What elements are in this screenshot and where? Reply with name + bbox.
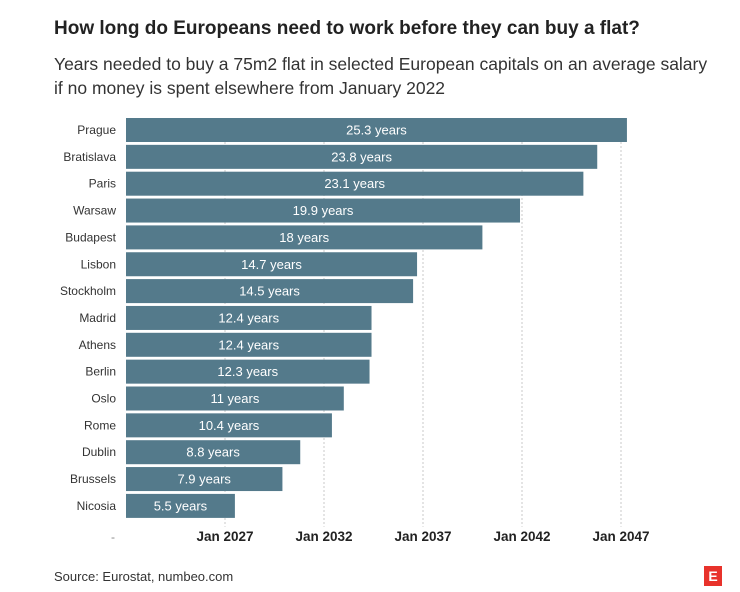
publisher-logo: E [704, 566, 722, 586]
data-label: 14.7 years [241, 257, 302, 272]
data-label: 23.8 years [331, 149, 392, 164]
data-label: 12.3 years [217, 364, 278, 379]
data-label: 12.4 years [218, 310, 279, 325]
category-label: Warsaw [73, 204, 116, 218]
source-note: Source: Eurostat, numbeo.com [54, 569, 234, 584]
category-label: Bratislava [63, 150, 116, 164]
data-label: 8.8 years [186, 445, 240, 460]
bar [126, 279, 414, 304]
data-label: 23.1 years [324, 176, 385, 191]
bar [126, 198, 521, 223]
category-label: Budapest [65, 230, 116, 244]
chart-subtitle: Years needed to buy a 75m2 flat in selec… [54, 54, 708, 98]
axis-placeholder-label: - [111, 530, 115, 544]
category-label: Athens [79, 338, 116, 352]
bar [126, 252, 418, 277]
category-label: Stockholm [60, 284, 116, 298]
data-label: 11 years [210, 391, 259, 406]
category-label: Lisbon [81, 257, 116, 271]
category-label: Berlin [85, 365, 116, 379]
category-label: Madrid [79, 311, 116, 325]
category-label: Prague [77, 123, 116, 137]
bar [126, 171, 584, 196]
bar [126, 386, 344, 411]
data-label: 18 years [279, 230, 329, 245]
category-label: Rome [84, 418, 116, 432]
x-tick-label: Jan 2037 [394, 529, 451, 544]
bar [126, 413, 332, 438]
category-label: Paris [89, 177, 116, 191]
category-label: Dublin [82, 445, 116, 459]
bar [126, 118, 627, 142]
data-label: 10.4 years [199, 418, 260, 433]
bar [126, 467, 283, 492]
bar [126, 359, 370, 384]
category-label: Nicosia [77, 499, 117, 513]
x-tick-label: Jan 2027 [196, 529, 253, 544]
bar-chart: Prague 25.3 years Bratislava 23.8 years Pari… [60, 118, 650, 544]
bar [126, 144, 598, 169]
data-label: 5.5 years [154, 498, 208, 513]
bar [126, 332, 372, 357]
bar [126, 440, 301, 465]
data-label: 12.4 years [218, 337, 279, 352]
chart-title: How long do Europeans need to work befor… [54, 18, 640, 39]
x-tick-label: Jan 2032 [295, 529, 352, 544]
bar [126, 305, 372, 330]
category-label: Oslo [91, 392, 116, 406]
x-tick-label: Jan 2047 [592, 529, 649, 544]
data-label: 7.9 years [177, 472, 231, 487]
data-label: 25.3 years [346, 123, 407, 138]
data-label: 14.5 years [239, 284, 300, 299]
x-tick-label: Jan 2042 [493, 529, 550, 544]
bar [126, 225, 483, 250]
category-label: Brussels [70, 472, 116, 486]
bar [126, 493, 235, 518]
data-label: 19.9 years [293, 203, 354, 218]
